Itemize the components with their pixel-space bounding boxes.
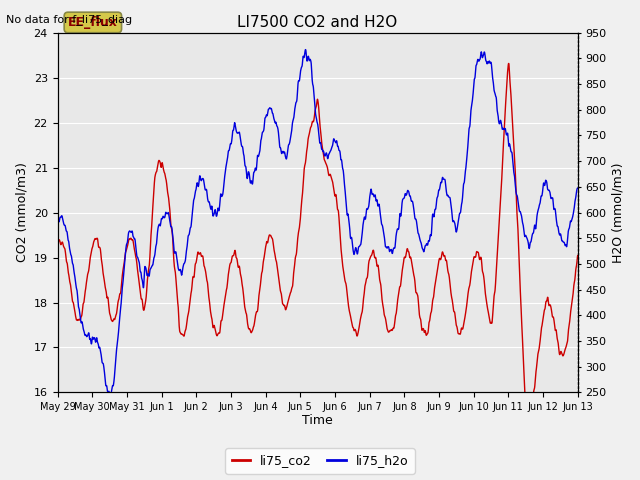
- Legend: li75_co2, li75_h2o: li75_co2, li75_h2o: [225, 448, 415, 474]
- Y-axis label: H2O (mmol/m3): H2O (mmol/m3): [612, 162, 625, 263]
- Text: No data for f_li75_diag: No data for f_li75_diag: [6, 14, 132, 25]
- Title: LI7500 CO2 and H2O: LI7500 CO2 and H2O: [237, 15, 397, 30]
- X-axis label: Time: Time: [302, 414, 333, 427]
- Text: EE_flux: EE_flux: [68, 16, 118, 29]
- Y-axis label: CO2 (mmol/m3): CO2 (mmol/m3): [15, 163, 28, 263]
